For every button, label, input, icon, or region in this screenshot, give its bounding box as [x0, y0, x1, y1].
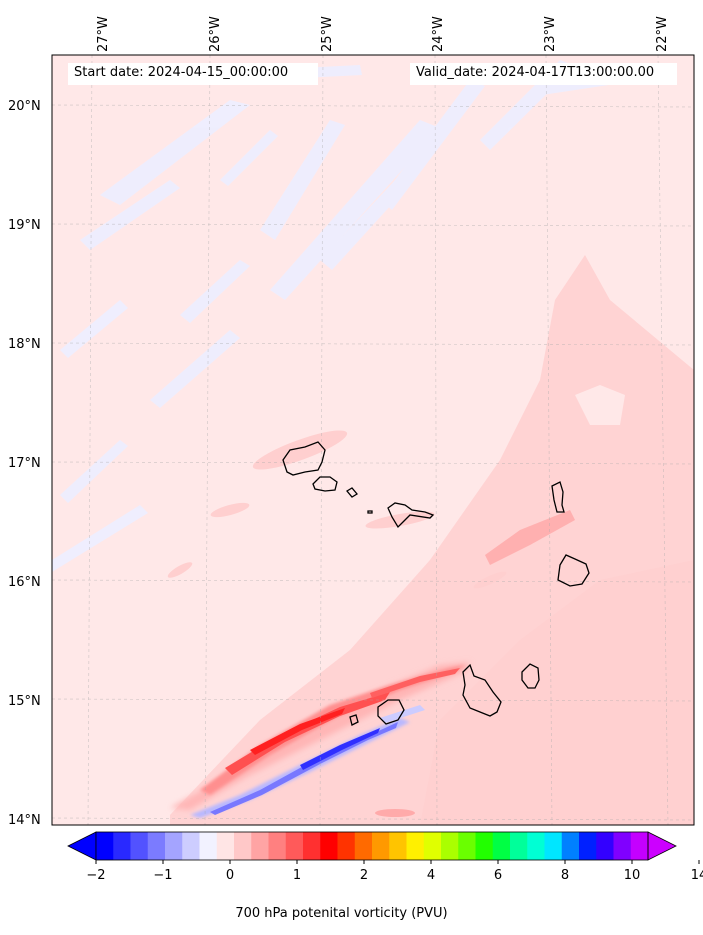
colorbar-tick-label: 1	[293, 868, 301, 883]
colorbar-cell	[510, 832, 528, 860]
valid-date-box	[410, 63, 677, 85]
colorbar-tick-label: 10	[624, 868, 641, 883]
graticule	[52, 55, 694, 825]
island-sal	[551, 481, 565, 513]
colorbar-cell	[475, 832, 494, 860]
lat-label-16n: 16°N	[8, 575, 41, 590]
colorbar-cell	[458, 832, 476, 860]
colorbar-extend-high	[647, 831, 677, 861]
lon-label-26w: 26°W	[208, 16, 223, 52]
colorbar-cell	[354, 832, 373, 860]
island-santa-luzia	[346, 487, 358, 498]
island-sao-nicolau	[387, 502, 435, 529]
colorbar-tick-label: 4	[427, 868, 435, 883]
colorbar-tick-label: 8	[561, 868, 569, 883]
lon-axis: 27°W 26°W 25°W 24°W 23°W 22°W	[96, 16, 670, 52]
colorbar-cell	[147, 832, 166, 860]
colorbar-cell	[613, 832, 632, 860]
colorbar-cell	[182, 832, 200, 860]
pv-band	[170, 255, 694, 825]
colorbar-cell	[130, 832, 149, 860]
lat-label-14n: 14°N	[8, 813, 41, 828]
colorbar-tick-label: 0	[226, 868, 234, 883]
island-sao-vicente	[312, 476, 338, 492]
colorbar-tick-label: −2	[86, 868, 105, 883]
colorbar-cell	[492, 832, 511, 860]
colorbar-tick-label: 2	[360, 868, 368, 883]
island-coastlines	[282, 441, 590, 726]
colorbar-cell	[285, 832, 304, 860]
colorbar-cell	[579, 832, 597, 860]
island-santo-antao	[282, 441, 326, 476]
colorbar-cell	[251, 832, 269, 860]
colorbar-tick-label: −1	[153, 868, 172, 883]
colorbar-cell	[406, 832, 425, 860]
colorbar: −2 −1 0 1 2 4 6 8 10 14	[67, 831, 703, 883]
colorbar-tick-label: 6	[494, 868, 502, 883]
colorbar-cell	[561, 832, 580, 860]
colorbar-cell	[199, 832, 218, 860]
colorbar-cell	[630, 832, 649, 860]
band-gap	[575, 385, 625, 425]
colorbar-cell	[268, 832, 287, 860]
colorbar-cell	[423, 832, 442, 860]
island-boa-vista	[557, 554, 590, 587]
pv-streak-east	[485, 510, 575, 565]
colorbar-cell	[96, 832, 114, 860]
colorbar-cell	[216, 832, 235, 860]
island-brava	[349, 714, 359, 726]
colorbar-cell	[337, 832, 356, 860]
lon-label-27w: 27°W	[96, 16, 111, 52]
negative-pv-streaks	[52, 60, 642, 572]
lon-label-24w: 24°W	[431, 16, 446, 52]
island-santiago	[462, 663, 502, 717]
lon-label-23w: 23°W	[543, 16, 558, 52]
colorbar-cell	[320, 832, 338, 860]
start-date-label: Start date: 2024-04-15_00:00:00	[74, 65, 289, 80]
colorbar-cell	[372, 832, 390, 860]
lon-label-25w: 25°W	[320, 16, 335, 52]
colorbar-extend-low	[67, 831, 97, 861]
lat-label-18n: 18°N	[8, 337, 41, 352]
lat-axis: 20°N 19°N 18°N 17°N 16°N 15°N 14°N	[8, 99, 41, 828]
lat-label-20n: 20°N	[8, 99, 41, 114]
colorbar-cell	[389, 832, 407, 860]
island-maio	[521, 663, 540, 689]
island-fogo	[377, 699, 405, 725]
colorbar-cell	[165, 832, 183, 860]
colorbar-cell	[544, 832, 563, 860]
island-raso	[367, 510, 373, 514]
lat-label-15n: 15°N	[8, 694, 41, 709]
colorbar-title: 700 hPa potenital vorticity (PVU)	[235, 906, 448, 921]
colorbar-cell	[527, 832, 545, 860]
map-frame	[51, 54, 695, 826]
pv-filament	[170, 662, 470, 818]
lon-label-22w: 22°W	[655, 16, 670, 52]
pv-field	[52, 55, 694, 825]
valid-date-label: Valid_date: 2024-04-17T13:00:00.00	[416, 65, 655, 80]
colorbar-tick-label: 14	[691, 868, 703, 883]
lat-label-19n: 19°N	[8, 218, 41, 233]
colorbar-cell	[596, 832, 614, 860]
start-date-box	[68, 63, 318, 85]
colorbar-cell	[234, 832, 252, 860]
lat-label-17n: 17°N	[8, 456, 41, 471]
colorbar-cell	[303, 832, 321, 860]
colorbar-cell	[441, 832, 459, 860]
colorbar-cell	[113, 832, 131, 860]
